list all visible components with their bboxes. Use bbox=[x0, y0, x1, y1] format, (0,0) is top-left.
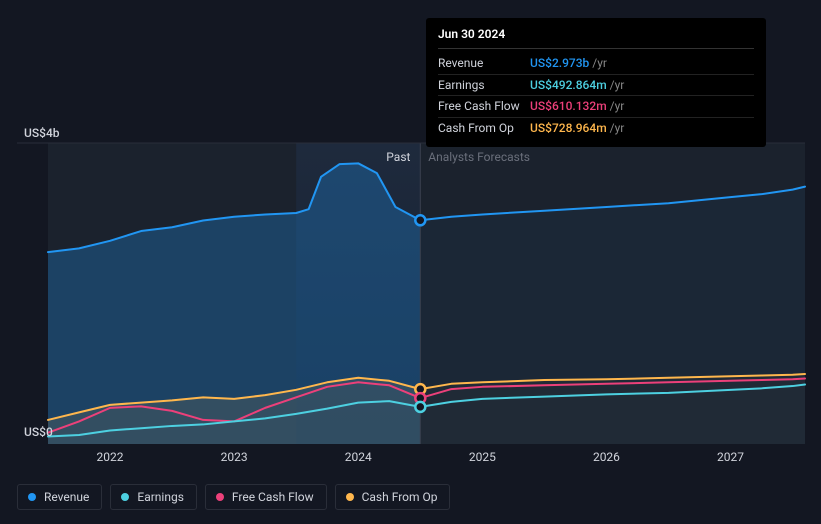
legend-item-revenue[interactable]: Revenue bbox=[17, 484, 102, 510]
tooltip-date: Jun 30 2024 bbox=[438, 26, 754, 49]
x-tick-label: 2023 bbox=[221, 450, 248, 464]
legend-item-label: Earnings bbox=[137, 490, 184, 504]
tooltip-row-value: US$728.964m bbox=[530, 120, 607, 137]
legend-dot-icon bbox=[346, 493, 354, 501]
legend-item-label: Revenue bbox=[44, 490, 89, 504]
x-tick-label: 2027 bbox=[717, 450, 744, 464]
x-tick-label: 2025 bbox=[469, 450, 496, 464]
legend-item-earnings[interactable]: Earnings bbox=[110, 484, 197, 510]
forecast-section-label: Analysts Forecasts bbox=[428, 150, 530, 164]
tooltip-row-value: US$492.864m bbox=[530, 77, 607, 94]
legend-dot-icon bbox=[121, 493, 129, 501]
tooltip-row-label: Free Cash Flow bbox=[438, 98, 530, 115]
chart-tooltip: Jun 30 2024 RevenueUS$2.973b/yrEarningsU… bbox=[426, 18, 766, 147]
legend-dot-icon bbox=[216, 493, 224, 501]
tooltip-row-label: Cash From Op bbox=[438, 120, 530, 137]
tooltip-row-unit: /yr bbox=[610, 98, 625, 115]
chart-legend: Revenue Earnings Free Cash Flow Cash From O… bbox=[17, 484, 450, 510]
tooltip-row: Cash From OpUS$728.964m/yr bbox=[438, 118, 754, 139]
tooltip-row-unit: /yr bbox=[592, 55, 607, 72]
x-tick-label: 2026 bbox=[593, 450, 620, 464]
tooltip-row-label: Earnings bbox=[438, 77, 530, 94]
legend-item-label: Cash From Op bbox=[362, 490, 438, 504]
y-axis-label-top: US$4b bbox=[24, 126, 60, 140]
legend-item-free_cash_flow[interactable]: Free Cash Flow bbox=[205, 484, 327, 510]
tooltip-row-unit: /yr bbox=[610, 120, 625, 137]
legend-item-label: Free Cash Flow bbox=[232, 490, 314, 504]
y-axis-label-bottom: US$0 bbox=[24, 425, 53, 439]
tooltip-row: Free Cash FlowUS$610.132m/yr bbox=[438, 96, 754, 118]
x-tick-label: 2022 bbox=[97, 450, 124, 464]
tooltip-row-label: Revenue bbox=[438, 55, 530, 72]
past-section-label: Past bbox=[386, 150, 410, 164]
tooltip-row: RevenueUS$2.973b/yr bbox=[438, 53, 754, 75]
tooltip-row-value: US$2.973b bbox=[530, 55, 589, 72]
legend-item-cash_from_op[interactable]: Cash From Op bbox=[335, 484, 451, 510]
tooltip-row: EarningsUS$492.864m/yr bbox=[438, 75, 754, 97]
tooltip-row-unit: /yr bbox=[610, 77, 625, 94]
x-tick-label: 2024 bbox=[345, 450, 372, 464]
financial-chart: US$4b US$0 Past Analysts Forecasts 2022 2… bbox=[0, 0, 821, 524]
tooltip-row-value: US$610.132m bbox=[530, 98, 607, 115]
legend-dot-icon bbox=[28, 493, 36, 501]
